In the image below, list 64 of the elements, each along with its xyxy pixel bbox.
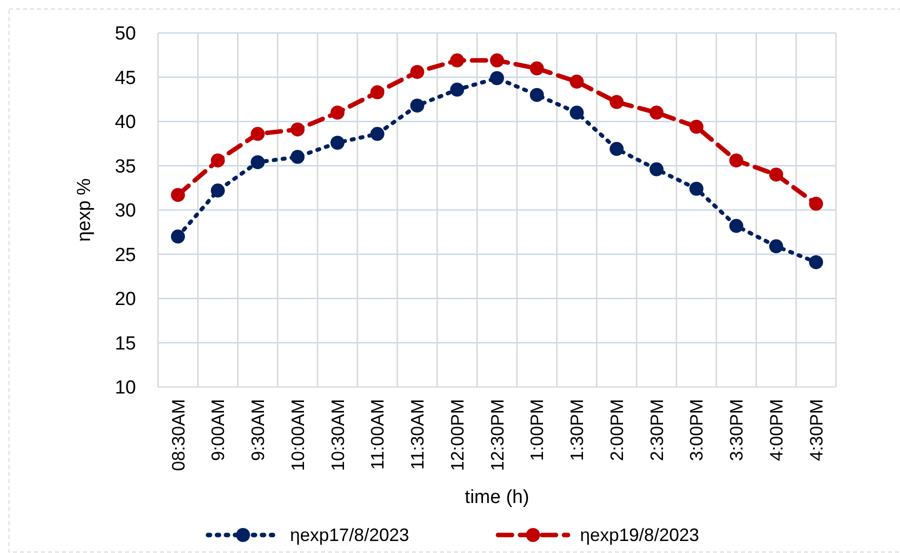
point [729,218,744,233]
point [650,106,664,120]
point [570,106,584,120]
point [530,61,544,76]
y-tick-label: 20 [114,289,136,310]
x-tick-label: 2:00PM [606,399,627,462]
point [610,142,624,156]
point [450,82,464,97]
x-tick-label: 10:30AM [328,399,348,472]
point [530,88,544,102]
point [170,230,185,244]
point [290,122,305,136]
point [410,64,424,79]
y-tick-label: 25 [114,244,136,266]
x-tick-label: 12:30PM [487,399,508,472]
point [610,95,624,110]
x-tick-label: 10:00AM [288,399,308,472]
point [210,153,225,168]
x-tick-label: 12:00PM [447,399,468,472]
x-tick-label: 11:00AM [368,399,388,470]
point [490,71,504,86]
point [650,162,664,176]
y-axis-title: ηexp % [74,178,95,242]
y-tick-label: 45 [114,68,136,89]
point [290,150,305,164]
point [809,196,824,211]
point [250,126,265,141]
point [210,184,225,198]
point [809,255,824,270]
x-tick-label: 2:30PM [646,399,667,462]
point [410,98,424,113]
y-tick-label: 30 [114,200,136,222]
point [769,239,784,254]
x-tick-label: 1:30PM [567,399,588,462]
point [689,182,704,196]
point [490,53,504,68]
x-tick-label: 9:00AM [208,399,228,462]
y-tick-label: 15 [114,333,136,354]
point [729,153,744,168]
point [450,53,464,68]
x-tick-label: 4:00PM [766,399,786,462]
point [689,120,704,134]
legend-label: ηexp17/8/2023 [290,525,410,545]
point [170,188,185,202]
x-tick-label: 11:30AM [408,399,428,470]
point [330,106,344,120]
legend-label: ηexp19/8/2023 [580,525,700,545]
x-tick-label: 08:30AM [168,399,188,472]
x-tick-label: 1:00PM [527,399,548,462]
point [250,155,265,170]
x-axis-title: time (h) [464,487,530,508]
y-tick-label: 10 [114,378,136,399]
point [769,168,784,182]
x-tick-label: 3:00PM [686,399,707,462]
x-tick-label: 3:30PM [726,399,747,462]
point [370,85,384,100]
y-tick-label: 35 [114,156,136,178]
y-tick-label: 50 [114,24,136,45]
x-tick-label: 9:30AM [248,399,268,462]
point [570,74,584,89]
point [330,136,344,150]
x-tick-label: 4:30PM [806,399,826,462]
point [370,126,384,141]
y-tick-label: 40 [114,112,136,134]
